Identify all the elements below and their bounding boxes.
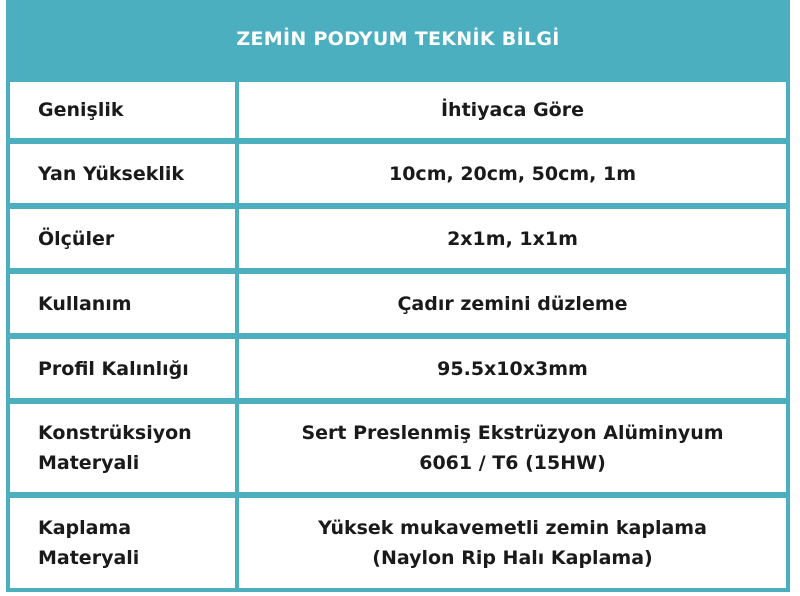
row-value: Yüksek mukavemetli zemin kaplama (Naylon… [239, 498, 786, 588]
row-label: Konstrüksiyon Materyali [10, 404, 235, 492]
spec-table: ZEMİN PODYUM TEKNİK BİLGİ Genişlik İhtiya… [6, 0, 790, 592]
row-label-text: Konstrüksiyon Materyali [38, 422, 192, 474]
row-value-text: İhtiyaca Göre [440, 99, 584, 121]
row-label-text: Yan Yükseklik [38, 162, 185, 185]
row-label-text: Ölçüler [38, 227, 115, 250]
row-label-text: Kullanım [38, 292, 132, 315]
row-value: 95.5x10x3mm [239, 339, 786, 398]
row-label: Kullanım [10, 274, 235, 333]
row-value: 2x1m, 1x1m [239, 209, 786, 268]
row-label-text: Kaplama Materyali [38, 517, 140, 569]
row-value-text: 10cm, 20cm, 50cm, 1m [388, 162, 637, 185]
row-label-text: Genişlik [38, 99, 124, 121]
row-value: İhtiyaca Göre [239, 82, 786, 138]
row-value-text: 2x1m, 1x1m [447, 227, 578, 250]
row-label: Profil Kalınlığı [10, 339, 235, 398]
row-value: 10cm, 20cm, 50cm, 1m [239, 144, 786, 203]
row-value-text: Sert Preslenmiş Ekstrüzyon Alüminyum 606… [301, 422, 724, 474]
row-value-text: Yüksek mukavemetli zemin kaplama (Naylon… [318, 517, 707, 569]
table-title: ZEMİN PODYUM TEKNİK BİLGİ [236, 28, 560, 50]
row-value: Çadır zemini düzleme [239, 274, 786, 333]
row-value-text: 95.5x10x3mm [437, 357, 588, 380]
row-label: Ölçüler [10, 209, 235, 268]
row-label: Yan Yükseklik [10, 144, 235, 203]
row-label-text: Profil Kalınlığı [38, 357, 189, 380]
row-value-text: Çadır zemini düzleme [397, 292, 628, 315]
row-label: Kaplama Materyali [10, 498, 235, 588]
row-label: Genişlik [10, 82, 235, 138]
row-value: Sert Preslenmiş Ekstrüzyon Alüminyum 606… [239, 404, 786, 492]
